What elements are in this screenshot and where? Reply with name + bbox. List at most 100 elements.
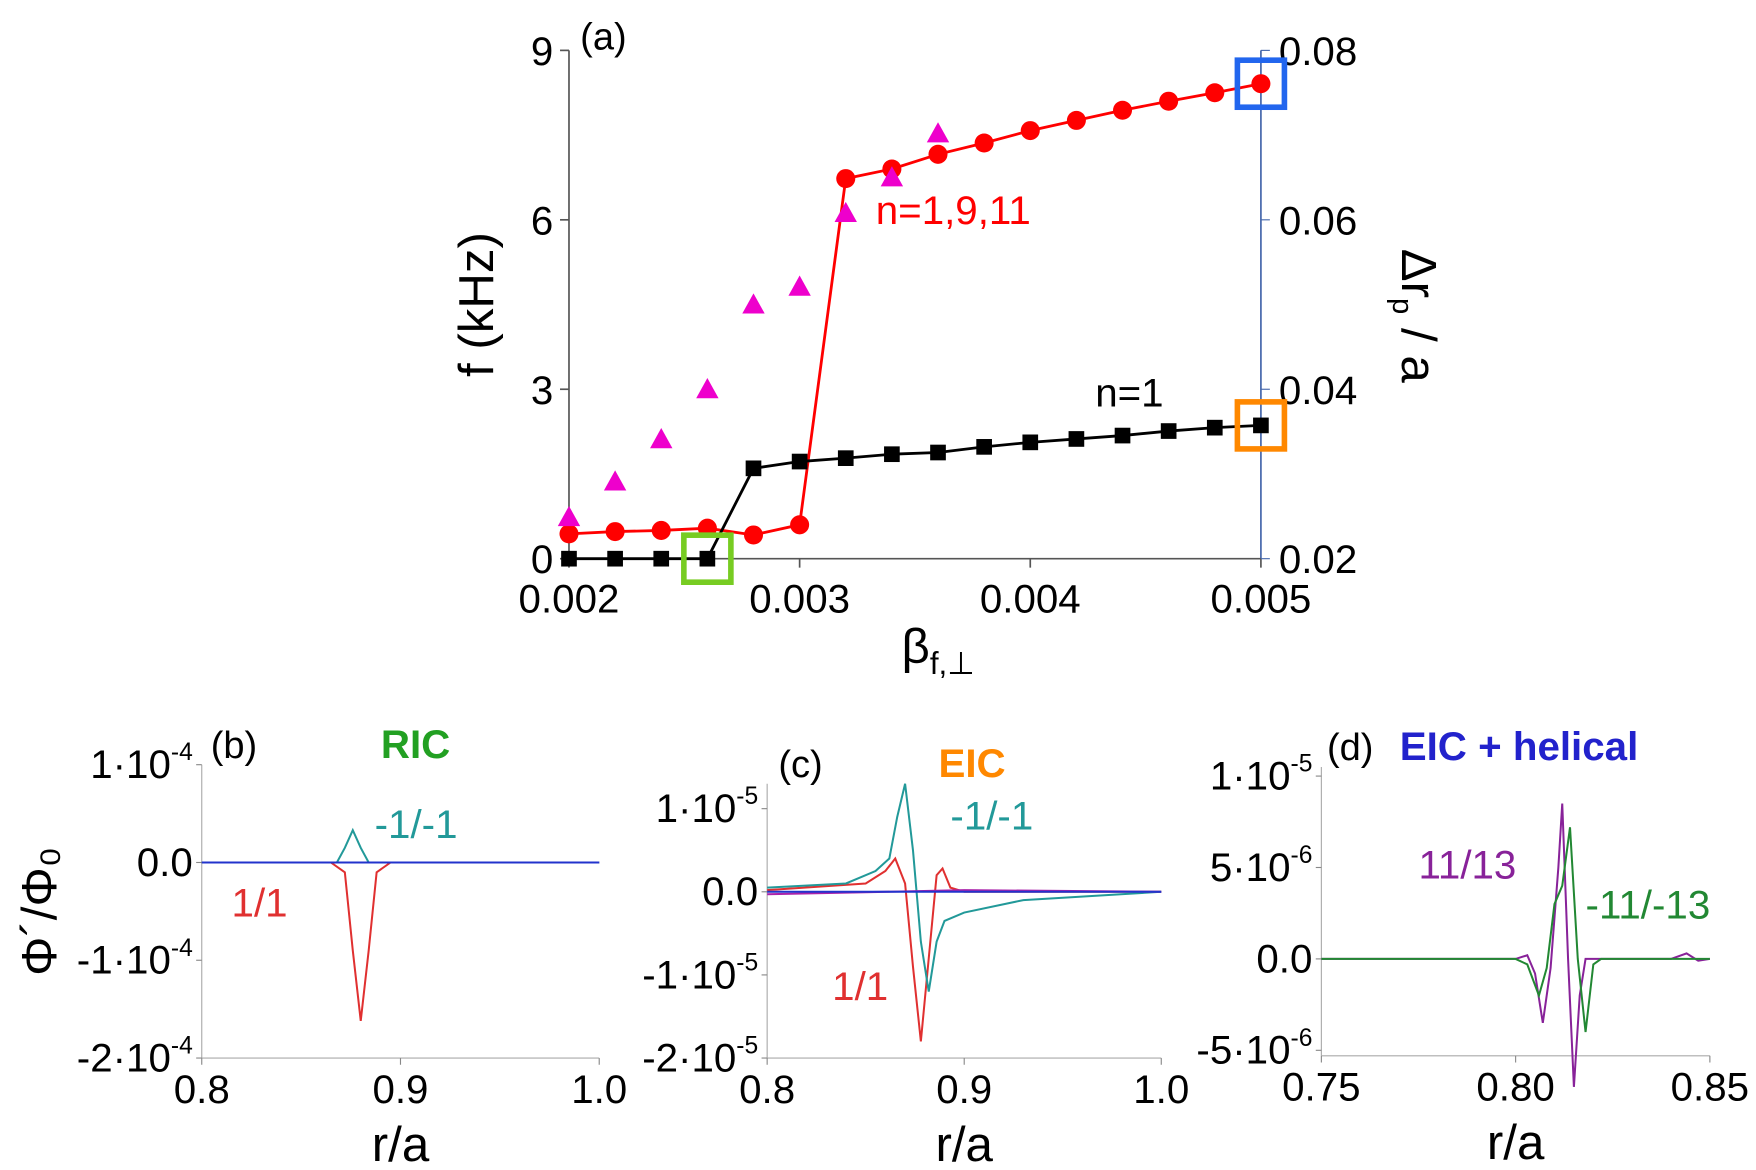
data-point-circle xyxy=(1251,74,1271,94)
data-point-square xyxy=(1253,417,1269,434)
panel-c: 0.8 0.9 1.0r/a1·10-50.0-1·10-5-2·10-5(c) EI… xyxy=(642,741,1189,1170)
data-point-triangle xyxy=(557,505,581,527)
data-point-circle xyxy=(974,133,994,153)
data-point-triangle xyxy=(834,201,857,222)
x-tick-label: 0.002 xyxy=(519,576,620,621)
data-point-circle xyxy=(559,524,579,544)
data-point-circle xyxy=(836,169,856,189)
data-point-circle xyxy=(743,525,764,545)
y-axis-label: Φ´/Φ₀ xyxy=(12,847,67,976)
series-line xyxy=(1321,827,1710,1033)
panel-label: (d) xyxy=(1327,727,1374,769)
x-tick-label: 0.75 xyxy=(1282,1065,1360,1110)
data-point-circle xyxy=(1159,91,1179,111)
y-right-tick-label: 0.02 xyxy=(1279,537,1357,582)
x-axis-label: r/a xyxy=(372,1117,430,1170)
x-tick-label: 0.80 xyxy=(1476,1065,1554,1110)
panel-title: RIC xyxy=(381,722,450,767)
data-point-square xyxy=(1206,419,1223,436)
series-line xyxy=(201,861,600,1021)
y-right-tick-label: 0.04 xyxy=(1279,368,1357,413)
series-label: -1/-1 xyxy=(950,793,1033,838)
panel-a: 0.002 0.003 0.004 0.005 0 3 6 9 0.02 0.04 0.06 0.08… xyxy=(449,16,1446,681)
data-point-triangle xyxy=(742,293,765,314)
data-point-square xyxy=(1068,431,1085,447)
data-point-circle xyxy=(1020,121,1040,141)
data-point-square xyxy=(699,550,716,567)
data-point-triangle xyxy=(696,378,719,399)
y-tick-label: 0.0 xyxy=(1256,936,1312,981)
series-label: 1/1 xyxy=(832,964,888,1009)
data-point-triangle xyxy=(603,470,627,491)
x-tick-label: 0.9 xyxy=(936,1067,992,1112)
series-label: n=1 xyxy=(1095,370,1163,415)
series-line xyxy=(1321,803,1711,1087)
panel-d: 0.75 0.80 0.85r/a1·10-55·10-60.0-5·10-6(d)… xyxy=(1196,724,1749,1170)
data-point-circle xyxy=(928,144,948,164)
highlight-box xyxy=(1234,57,1288,111)
data-point-square xyxy=(653,550,670,567)
data-point-triangle xyxy=(788,275,811,296)
data-point-square xyxy=(745,460,762,477)
data-point-circle xyxy=(1113,100,1133,120)
series-line xyxy=(568,82,1262,537)
y-tick-label: 9 xyxy=(531,29,553,74)
series-line xyxy=(767,783,1162,992)
y-tick-label: 0.0 xyxy=(137,840,193,885)
y-tick-label: 0.0 xyxy=(702,869,758,914)
panel-label: (b) xyxy=(211,725,258,767)
data-point-square xyxy=(837,450,854,466)
series-line xyxy=(767,856,1162,1042)
panel-title: EIC + helical xyxy=(1400,724,1639,769)
data-point-triangle xyxy=(880,166,904,187)
data-point-circle xyxy=(605,522,625,542)
panel-b: 0.8 0.9 1.0r/a1·10-40.0-1·10-4-2·10-4(b) RI… xyxy=(12,722,627,1170)
panel-title: EIC xyxy=(938,741,1005,786)
x-axis-label: r/a xyxy=(1487,1115,1545,1170)
x-tick-label: 1.0 xyxy=(1133,1067,1189,1112)
data-point-circle xyxy=(1066,110,1086,130)
data-point-circle xyxy=(1205,83,1225,103)
series-label: 11/13 xyxy=(1418,842,1516,887)
series-label: 1/1 xyxy=(232,880,288,925)
x-tick-label: 0.8 xyxy=(174,1067,230,1112)
data-point-circle xyxy=(651,520,671,540)
x-tick-label: 0.004 xyxy=(980,576,1081,621)
data-point-square xyxy=(1022,434,1039,451)
data-point-square xyxy=(976,439,992,455)
y-tick-label: 1·10-4 xyxy=(90,739,193,787)
highlight-box xyxy=(1234,399,1288,452)
x-tick-label: 0.85 xyxy=(1671,1065,1749,1110)
panel-label: (a) xyxy=(580,16,627,58)
x-tick-label: 0.005 xyxy=(1210,576,1311,621)
series-label: -1/-1 xyxy=(375,802,458,847)
series-label: -11/-13 xyxy=(1586,883,1711,928)
y-axis-label: f (kHz) xyxy=(449,232,504,377)
data-point-square xyxy=(1160,423,1177,439)
x-axis-label: r/a xyxy=(935,1117,993,1170)
y-tick-label: -1·10-4 xyxy=(77,935,193,983)
x-axis-label: βf,⊥ xyxy=(902,619,975,681)
highlight-box xyxy=(681,532,734,585)
y-tick-label: 5·10-6 xyxy=(1210,842,1313,890)
x-tick-label: 0.8 xyxy=(739,1067,795,1112)
data-point-square xyxy=(607,550,623,567)
data-point-square xyxy=(930,444,946,461)
y-tick-label: -1·10-5 xyxy=(642,949,758,997)
y-tick-label: 6 xyxy=(531,198,553,243)
data-point-square xyxy=(791,453,808,470)
y-right-axis-label: Δrp / a xyxy=(1386,249,1446,384)
series-label: n=1,9,11 xyxy=(876,188,1031,233)
y-tick-label: 1·10-5 xyxy=(656,783,759,831)
series-line xyxy=(568,424,1261,561)
data-point-square xyxy=(561,550,577,567)
y-right-tick-label: 0.06 xyxy=(1279,198,1357,243)
y-tick-label: 1·10-5 xyxy=(1210,751,1313,799)
data-point-square xyxy=(884,446,900,463)
x-tick-label: 0.003 xyxy=(749,576,850,621)
x-tick-label: 0.9 xyxy=(372,1067,428,1112)
data-point-triangle xyxy=(926,122,950,143)
data-point-square xyxy=(1114,427,1131,444)
y-tick-label: 3 xyxy=(531,368,553,413)
